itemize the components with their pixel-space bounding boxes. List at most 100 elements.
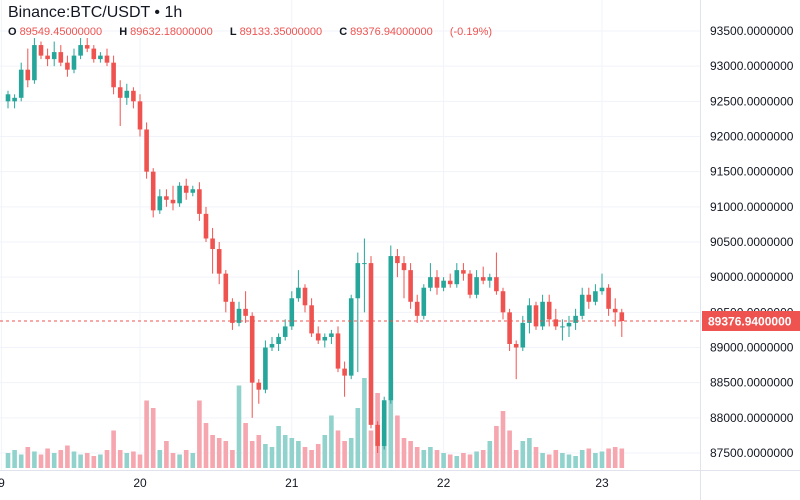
candle-body <box>104 55 110 63</box>
volume-bar <box>223 441 229 468</box>
candle-body <box>342 368 347 376</box>
candle-body <box>315 333 321 341</box>
volume-bar <box>230 450 235 468</box>
volume-bar <box>500 411 506 468</box>
volume-bar <box>454 456 460 468</box>
price-tick-label: 90500.0000000 <box>710 235 794 249</box>
candle-body <box>32 45 37 81</box>
volume-bar <box>32 451 37 468</box>
candle-body <box>540 301 545 327</box>
candle-body <box>322 336 328 341</box>
candle-body <box>137 101 143 130</box>
candle-body <box>223 273 229 302</box>
candle-body <box>421 287 427 316</box>
low-label: L <box>229 26 237 38</box>
volume-bar <box>256 435 262 468</box>
volume-bar <box>25 447 31 468</box>
volume-bar <box>263 444 268 468</box>
candle-body <box>619 312 625 321</box>
candle-body <box>150 171 156 211</box>
volume-bar <box>5 453 11 468</box>
volume-bar <box>513 450 519 468</box>
volume-bar <box>434 450 440 468</box>
volume-bar <box>65 445 70 468</box>
volume-bar <box>144 400 149 468</box>
candle-body <box>45 55 50 60</box>
volume-bar <box>18 454 24 468</box>
candle-body <box>164 196 169 200</box>
volume-bar <box>203 423 209 468</box>
volume-bar <box>322 435 328 468</box>
candle-body <box>183 185 189 193</box>
volume-bar <box>216 438 222 468</box>
candle-body <box>355 263 361 299</box>
candle-body <box>5 94 11 102</box>
volume-bar <box>342 441 347 468</box>
price-tick-label: 87500.0000000 <box>710 446 794 460</box>
candle-body <box>388 256 394 401</box>
price-tick-label: 88500.0000000 <box>710 376 794 390</box>
candle-body <box>579 294 585 316</box>
volume-bar <box>461 453 466 468</box>
candle-body <box>18 69 24 98</box>
change-value: (-0.19%) <box>449 26 493 38</box>
volume-bar <box>183 450 189 468</box>
volume-bar <box>527 438 532 468</box>
candle-body <box>467 273 473 295</box>
candle-body <box>546 301 552 320</box>
volume-bar <box>84 453 90 468</box>
candle-body <box>190 189 196 193</box>
candle-body <box>381 400 387 446</box>
candle-body <box>71 55 77 70</box>
volume-bar <box>45 448 50 468</box>
time-tick-label: 23 <box>595 476 609 490</box>
candle-body <box>117 87 123 98</box>
volume-bar <box>164 441 169 468</box>
candle-body <box>84 45 90 49</box>
candle-body <box>58 52 64 63</box>
volume-bar <box>282 435 288 468</box>
candle-body <box>348 298 354 376</box>
volume-bar <box>414 447 420 468</box>
volume-bar <box>428 447 433 468</box>
candle-body <box>599 287 605 292</box>
volume-bar <box>98 454 103 468</box>
volume-layer <box>5 378 625 468</box>
price-tick-label: 93500.0000000 <box>710 24 794 38</box>
volume-bar <box>599 451 605 468</box>
candle-body <box>12 97 17 102</box>
candle-body <box>309 305 314 334</box>
candle-body <box>447 280 453 285</box>
candle-body <box>368 263 374 425</box>
candle-body <box>276 336 281 344</box>
volume-bar <box>111 430 116 468</box>
volume-bar <box>507 430 512 468</box>
close-label: C <box>339 26 348 38</box>
low-value: 89133.35000000 <box>239 26 323 38</box>
price-axis[interactable]: 93500.0000000 93000.0000000 92500.0000000 9… <box>702 24 800 460</box>
candle-body <box>566 322 572 327</box>
candle-body <box>282 326 288 337</box>
candle-body <box>289 298 295 327</box>
volume-bar <box>553 450 559 468</box>
candle-body <box>335 333 341 369</box>
volume-bar <box>210 435 215 468</box>
volume-bar <box>606 448 611 468</box>
candle-body <box>203 213 209 239</box>
candle-body <box>428 277 433 288</box>
candle-body <box>606 287 611 309</box>
volume-bar <box>560 453 565 468</box>
close-value: 89376.94000000 <box>350 26 433 38</box>
volume-bar <box>573 456 578 468</box>
candle-body <box>296 287 301 299</box>
volume-bar <box>131 451 136 468</box>
candle-body <box>593 291 598 302</box>
candle-body <box>124 90 130 98</box>
time-axis[interactable]: 9 20 21 22 23 <box>0 476 609 490</box>
volume-bar <box>395 415 400 468</box>
volume-bar <box>289 438 295 468</box>
volume-bar <box>368 430 374 468</box>
price-tick-label: 92500.0000000 <box>710 94 794 108</box>
